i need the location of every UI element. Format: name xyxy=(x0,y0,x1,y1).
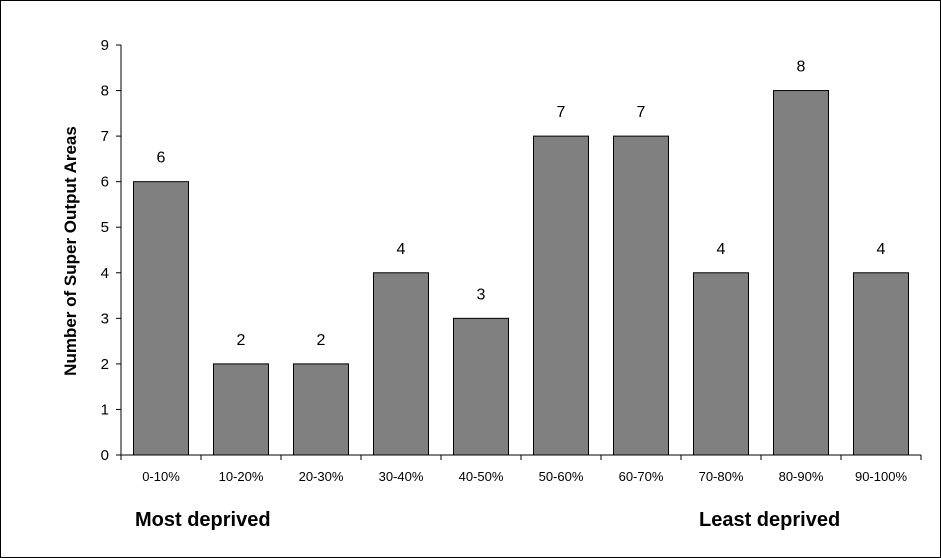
y-tick-label: 2 xyxy=(101,356,109,373)
y-tick-label: 6 xyxy=(101,174,109,191)
y-axis: 0 1 2 3 4 5 6 7 8 9 xyxy=(101,37,122,464)
data-label: 2 xyxy=(317,332,326,349)
y-tick-label: 7 xyxy=(101,128,109,145)
bars xyxy=(133,90,909,456)
x-axis: 0-10% 10-20% 20-30% 30-40% 40-50% 50-60% 60-70… xyxy=(120,454,922,484)
y-tick-label: 4 xyxy=(101,265,109,282)
x-tick-label: 0-10% xyxy=(142,469,180,484)
data-label: 7 xyxy=(637,104,646,121)
bar xyxy=(293,363,349,456)
bar xyxy=(373,272,429,456)
bar xyxy=(453,317,509,456)
data-label: 7 xyxy=(557,104,566,121)
data-label: 6 xyxy=(157,150,166,167)
x-tick-label: 50-60% xyxy=(539,469,584,484)
data-label: 4 xyxy=(397,241,406,258)
data-label: 8 xyxy=(797,59,806,76)
x-tick-label: 80-90% xyxy=(779,469,824,484)
y-tick-label: 3 xyxy=(101,310,109,327)
most-deprived-label: Most deprived xyxy=(135,509,271,531)
bar xyxy=(213,363,269,456)
y-tick-label: 9 xyxy=(101,37,109,54)
data-label: 2 xyxy=(237,332,246,349)
y-axis-title: Number of Super Output Areas xyxy=(61,126,80,376)
x-tick-label: 70-80% xyxy=(699,469,744,484)
x-tick-label: 20-30% xyxy=(299,469,344,484)
bar xyxy=(613,135,669,456)
y-tick-label: 0 xyxy=(101,447,109,464)
data-label: 3 xyxy=(477,286,486,303)
least-deprived-label: Least deprived xyxy=(699,509,840,531)
bar xyxy=(693,272,749,456)
data-labels: 6 2 2 4 3 7 7 4 8 4 xyxy=(157,59,886,349)
x-tick-label: 60-70% xyxy=(619,469,664,484)
x-tick-label: 90-100% xyxy=(855,469,907,484)
bar xyxy=(533,135,589,456)
data-label: 4 xyxy=(877,241,886,258)
y-tick-label: 1 xyxy=(101,401,109,418)
bar xyxy=(853,272,909,456)
y-tick-label: 8 xyxy=(101,83,109,100)
y-tick-label: 5 xyxy=(101,219,109,236)
bar xyxy=(133,181,189,456)
x-tick-label: 30-40% xyxy=(379,469,424,484)
bar xyxy=(773,90,829,456)
x-tick-label: 10-20% xyxy=(219,469,264,484)
x-tick-label: 40-50% xyxy=(459,469,504,484)
data-label: 4 xyxy=(717,241,726,258)
